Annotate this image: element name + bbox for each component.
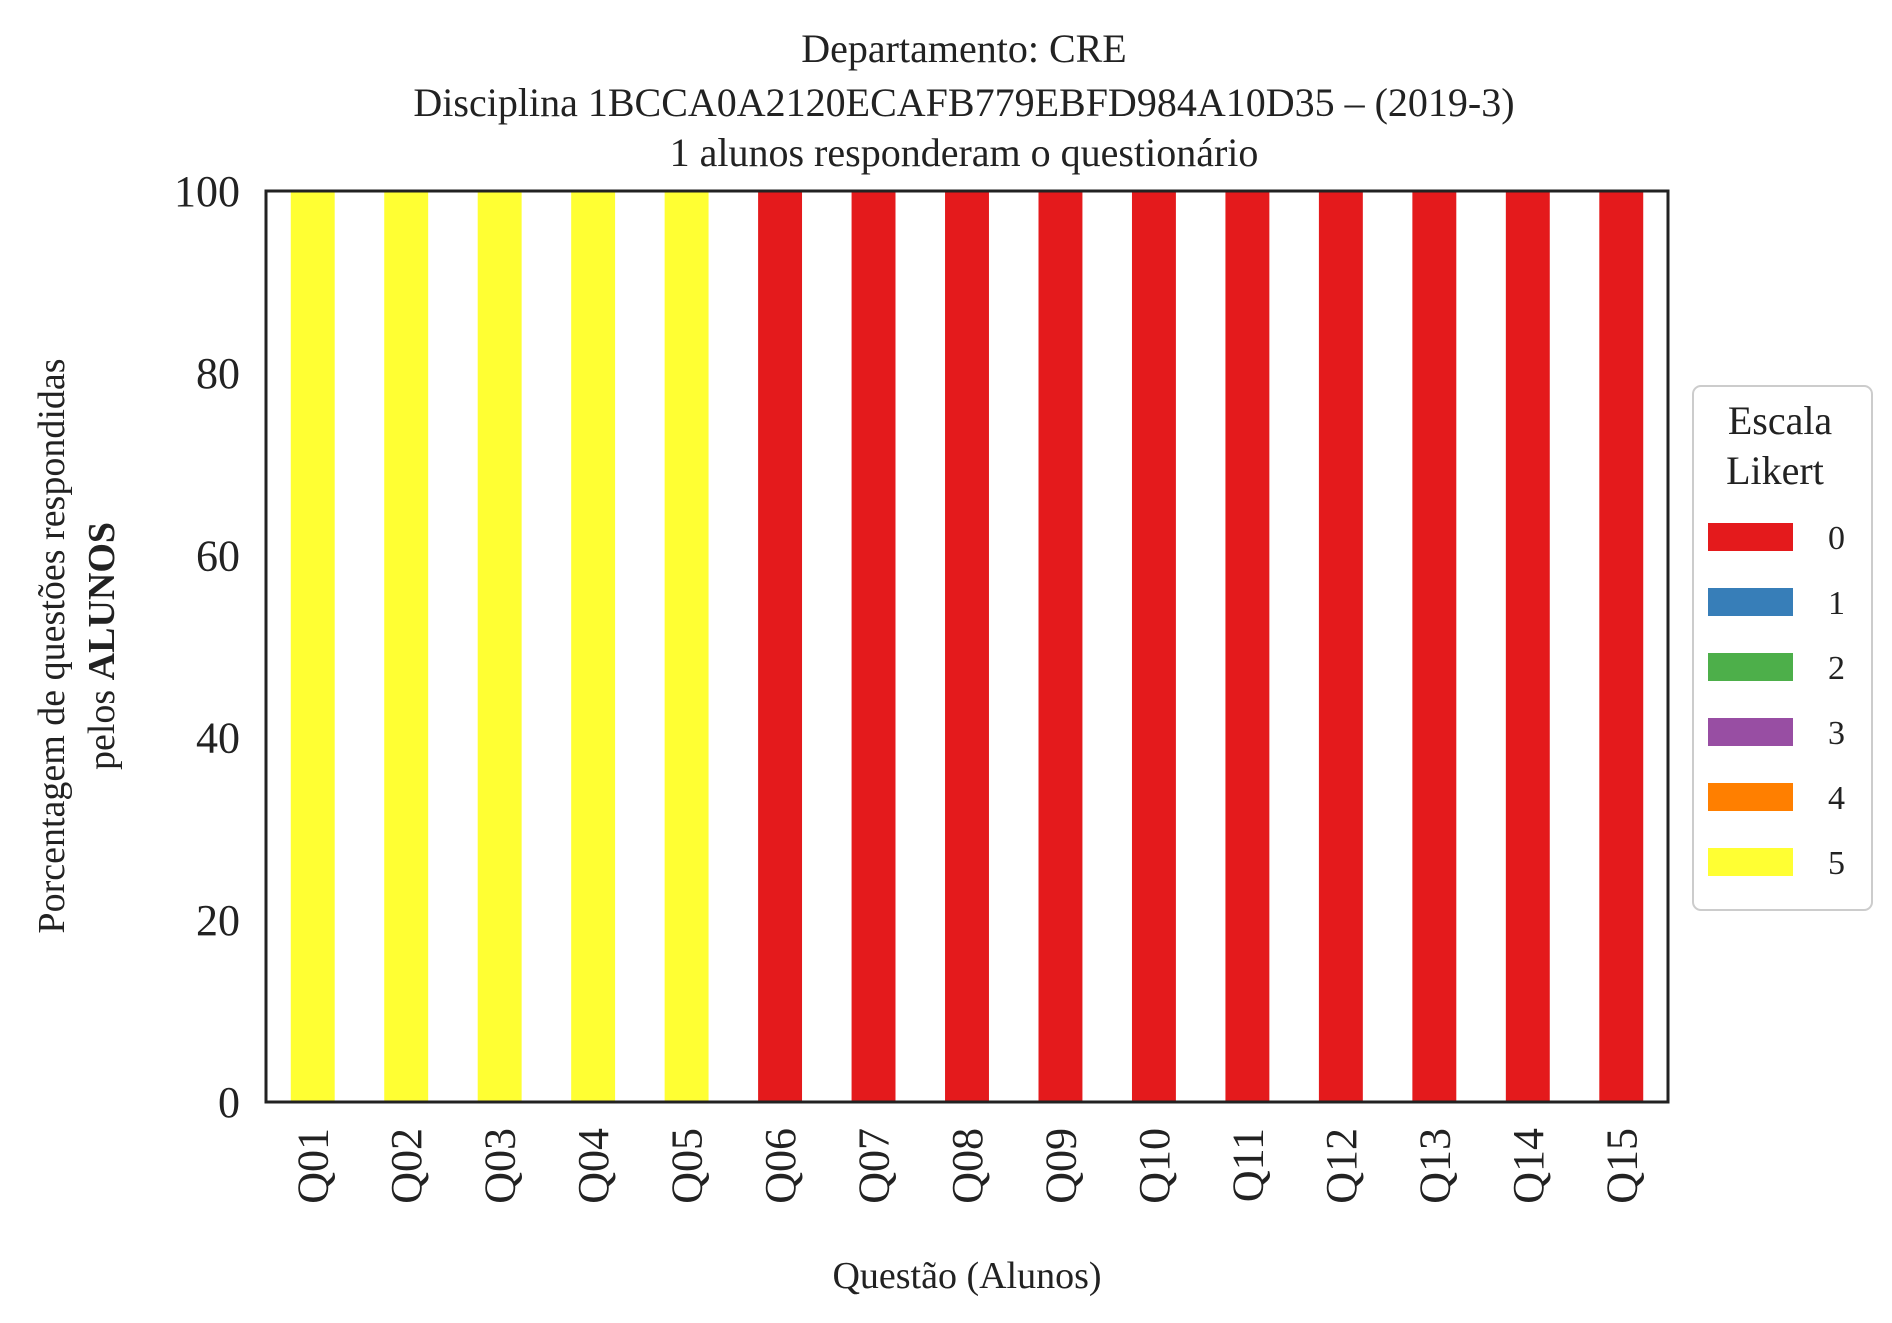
x-tick-label: Q09 — [1036, 1128, 1085, 1204]
bar-Q15-scale-0 — [1599, 191, 1644, 1102]
legend-label-4: 4 — [1828, 780, 1845, 817]
legend-swatch-4 — [1708, 783, 1793, 811]
y-tick-label: 60 — [196, 531, 240, 580]
title-line-1: Departamento: CRE — [801, 26, 1126, 71]
legend-label-5: 5 — [1828, 845, 1845, 882]
x-tick-label: Q10 — [1130, 1128, 1179, 1204]
x-tick-label: Q07 — [850, 1128, 899, 1204]
x-tick-label: Q15 — [1597, 1128, 1646, 1204]
bar-Q07-scale-0 — [851, 191, 896, 1102]
bar-Q09-scale-0 — [1038, 191, 1083, 1102]
x-tick-label: Q11 — [1223, 1128, 1272, 1202]
legend-swatch-0 — [1708, 523, 1793, 551]
y-axis-label-line-2: pelos ALUNOS — [81, 522, 123, 770]
bar-Q01-scale-5 — [290, 191, 335, 1102]
bar-Q03-scale-5 — [477, 191, 522, 1102]
title-line-2: Disciplina 1BCCA0A2120ECAFB779EBFD984A10… — [413, 80, 1514, 125]
x-tick-label: Q05 — [663, 1128, 712, 1204]
y-axis-label-prefix: pelos — [81, 680, 123, 770]
y-axis-label-bold: ALUNOS — [81, 522, 123, 680]
bar-Q10-scale-0 — [1131, 191, 1176, 1102]
legend-swatch-1 — [1708, 588, 1793, 616]
bar-Q06-scale-0 — [758, 191, 803, 1102]
y-tick-label: 20 — [196, 896, 240, 945]
x-tick-label: Q12 — [1317, 1128, 1366, 1204]
y-tick-label: 40 — [196, 714, 240, 763]
x-axis-ticks: Q01 Q02 Q03 Q04 Q05 Q06 Q07 Q08 Q09 Q10 Q11 Q12 Q13 Q… — [289, 1128, 1647, 1204]
x-tick-label: Q13 — [1410, 1128, 1459, 1204]
legend-label-3: 3 — [1828, 715, 1845, 752]
x-tick-label: Q01 — [289, 1128, 338, 1204]
bar-Q13-scale-0 — [1412, 191, 1457, 1102]
x-tick-label: Q02 — [382, 1128, 431, 1204]
y-tick-label: 80 — [196, 349, 240, 398]
legend-entries: 0 1 2 3 4 5 — [1708, 520, 1845, 882]
legend-label-1: 1 — [1828, 585, 1845, 622]
bar-Q14-scale-0 — [1505, 191, 1550, 1102]
plot-frame — [264, 189, 1670, 1104]
x-tick-label: Q06 — [756, 1128, 805, 1204]
bar-Q04-scale-5 — [571, 191, 616, 1102]
legend-swatch-2 — [1708, 653, 1793, 681]
y-tick-label: 100 — [174, 167, 240, 216]
legend-frame — [1692, 385, 1873, 911]
legend: Escala Likert 0 1 2 3 4 5 — [1692, 385, 1873, 911]
legend-swatch-3 — [1708, 718, 1793, 746]
legend-title-line-1: Escala — [1728, 398, 1833, 443]
legend-swatch-5 — [1708, 848, 1793, 876]
bar-Q08-scale-0 — [945, 191, 989, 1102]
title-line-3: 1 alunos responderam o questionário — [670, 130, 1259, 175]
y-tick-label: 0 — [218, 1078, 240, 1127]
x-axis-label: Questão (Alunos) — [832, 1255, 1101, 1297]
y-axis-label-line-1: Porcentagem de questões respondidas — [31, 358, 73, 933]
chart-title: Departamento: CRE Disciplina 1BCCA0A2120… — [413, 26, 1514, 175]
legend-title-line-2: Likert — [1726, 448, 1824, 493]
x-tick-label: Q04 — [569, 1128, 618, 1204]
x-tick-label: Q03 — [476, 1128, 525, 1204]
bar-Q11-scale-0 — [1225, 191, 1270, 1102]
y-axis-ticks: 0 20 40 60 80 100 — [174, 167, 240, 1127]
bar-Q02-scale-5 — [384, 191, 429, 1102]
y-axis-label: Porcentagem de questões respondidas pelo… — [31, 358, 123, 933]
legend-label-2: 2 — [1828, 650, 1845, 687]
x-tick-label: Q08 — [943, 1128, 992, 1204]
legend-label-0: 0 — [1828, 520, 1845, 557]
bar-Q05-scale-5 — [664, 191, 709, 1102]
x-tick-label: Q14 — [1504, 1128, 1553, 1204]
bar-group — [290, 191, 1644, 1102]
bar-Q12-scale-0 — [1318, 191, 1363, 1102]
